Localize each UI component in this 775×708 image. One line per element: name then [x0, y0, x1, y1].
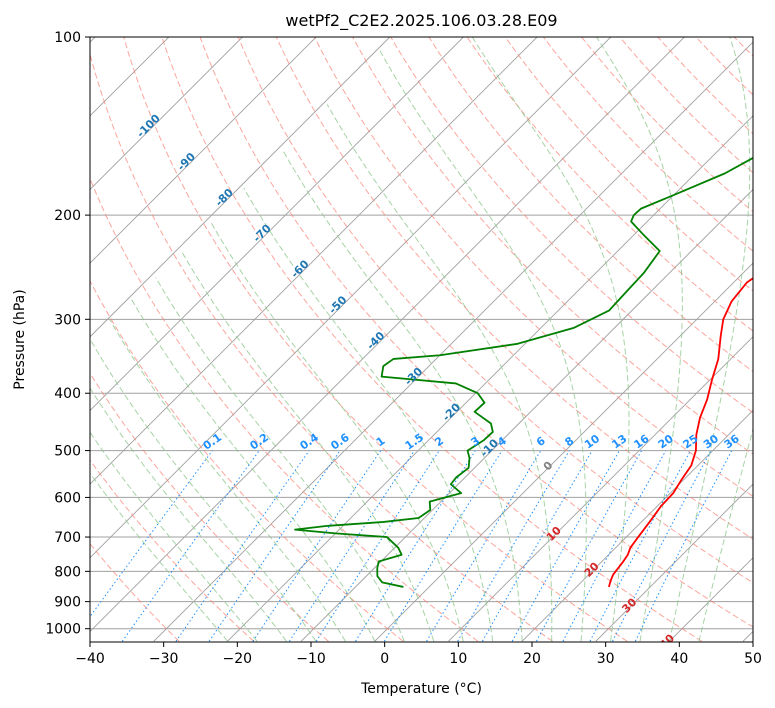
isotherm-gridline	[595, 483, 753, 642]
y-axis-label: Pressure (hPa)	[12, 289, 28, 389]
isotherm-gridline	[90, 37, 538, 485]
plot-frame	[89, 36, 754, 643]
moist-adiabat	[471, 37, 630, 642]
plot-area	[90, 37, 753, 642]
moist-adiabat	[90, 472, 228, 642]
moist-adiabat	[155, 277, 405, 642]
moist-adiabat	[90, 387, 287, 642]
x-tick-label: −40	[75, 651, 105, 667]
isotherm-gridline	[521, 409, 753, 642]
chart-title: wetPf2_C2E2.2025.106.03.28.E09	[285, 11, 557, 31]
isotherm-gridline	[153, 41, 753, 642]
y-tick-label: 200	[54, 208, 81, 224]
x-tick-label: −10	[296, 651, 326, 667]
mixing-ratio-line	[121, 450, 260, 642]
axes: −40 −30 −20 −10 0 10 20 30 40 50 100 200 300 400 500 60…	[45, 30, 762, 667]
dry-adiabat	[90, 52, 553, 642]
isotherm-gridline	[374, 262, 753, 642]
x-tick-label: 10	[449, 651, 467, 667]
dry-adiabat	[466, 37, 753, 332]
mixing-ratio-line	[175, 450, 310, 642]
moist-adiabat	[90, 431, 258, 642]
y-tick-label: 500	[54, 444, 81, 460]
x-tick-label: 0	[380, 651, 389, 667]
y-tick-label: 700	[54, 530, 81, 546]
moist-adiabat	[596, 37, 683, 642]
mixing-ratio-line	[634, 450, 733, 642]
dry-adiabat	[90, 372, 329, 642]
y-tick-label: 100	[54, 30, 81, 46]
dry-adiabat	[90, 279, 404, 642]
y-tick-label: 1000	[45, 622, 81, 638]
dry-adiabat	[90, 177, 479, 642]
y-tick-label: 400	[54, 386, 81, 402]
mixing-ratio-line	[252, 450, 382, 642]
dry-adiabat	[313, 37, 753, 497]
mixing-ratio-line	[536, 450, 642, 642]
x-tick-label: 40	[670, 651, 688, 667]
mixing-ratio-line	[315, 450, 440, 642]
moist-adiabat	[281, 149, 523, 642]
dry-adiabat	[275, 37, 753, 540]
temperature-profile	[608, 277, 753, 588]
isotherm-gridline	[90, 37, 612, 559]
isotherm-gridline	[227, 115, 753, 642]
dewpoint-profile	[294, 156, 753, 588]
y-tick-label: 300	[54, 312, 81, 328]
isotherm-gridline	[90, 37, 686, 633]
mixing-ratio-line	[562, 450, 667, 642]
isotherm-gridline	[90, 37, 391, 338]
mixing-ratio-line	[208, 450, 341, 642]
isotherm-label: 40	[657, 631, 677, 651]
x-tick-label: −20	[223, 651, 253, 667]
moist-adiabat	[90, 339, 317, 642]
x-axis-label: Temperature (°C)	[360, 681, 482, 697]
mixing-ratio-line	[511, 450, 620, 642]
mixing-ratio-line	[383, 450, 503, 642]
y-tick-label: 900	[54, 595, 81, 611]
moist-adiabat	[129, 296, 376, 642]
x-tick-label: 20	[523, 651, 541, 667]
x-tick-label: 50	[744, 651, 762, 667]
mixing-ratio-line	[90, 450, 213, 618]
isotherm-gridline	[90, 37, 465, 412]
moist-adiabat	[326, 104, 553, 642]
moist-adiabat	[378, 49, 587, 642]
dry-adiabat	[352, 37, 753, 455]
moist-adiabat	[243, 187, 494, 642]
dry-adiabat	[123, 37, 628, 642]
x-tick-label: −30	[149, 651, 179, 667]
isotherm-gridline	[300, 188, 753, 642]
moist-adiabat	[209, 221, 464, 642]
y-tick-label: 600	[54, 490, 81, 506]
dry-adiabat	[90, 543, 180, 642]
y-tick-label: 800	[54, 564, 81, 580]
moist-adiabat	[180, 250, 435, 642]
dry-adiabat	[428, 37, 753, 373]
moist-adiabat	[669, 37, 751, 642]
dry-adiabat	[161, 37, 703, 642]
mixing-ratio-line	[289, 450, 415, 642]
moist-adiabat	[109, 319, 346, 642]
isotherm-gridline	[90, 37, 244, 191]
isotherm-gridline	[90, 37, 317, 264]
x-tick-label: 30	[597, 651, 615, 667]
